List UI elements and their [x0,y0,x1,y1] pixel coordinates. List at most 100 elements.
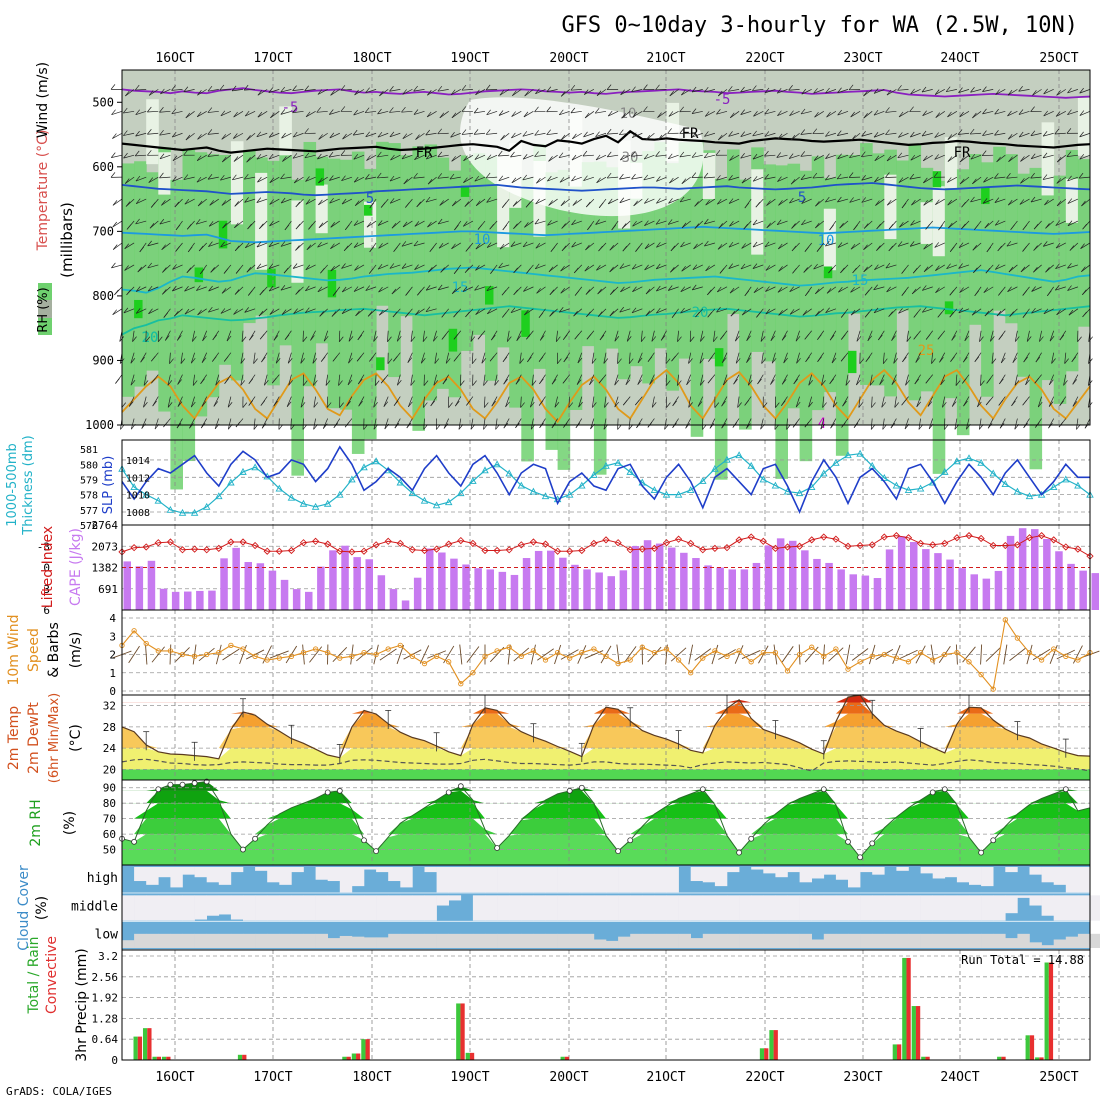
wind-barb-flag [353,154,359,160]
wind-barb [136,198,147,204]
wind-barb [761,352,764,364]
wind-barb [167,374,171,386]
rh2m-point [929,789,936,796]
cape-bar [692,558,700,610]
thickness-point [275,484,284,492]
precip-total-bar [769,1030,774,1060]
wind-barb-flag [611,224,616,231]
wind-barb [729,154,740,161]
wind-barb-flag [414,221,420,227]
wind-barb-flag [373,336,378,342]
rh2m-point [336,787,343,794]
cloud-clear-cell [134,867,147,882]
wind-barb [571,220,582,226]
wind-barb [215,374,220,386]
wind-barb [555,330,558,342]
wind-barb [994,176,1006,179]
cloud-clear-cell [218,933,232,948]
lifted-point [1025,534,1034,542]
cloud-clear-cell [823,867,837,875]
wind-barb [353,154,365,160]
wind-barb-flag [898,132,903,138]
wind-barb-flag [740,153,745,159]
wind-barb [112,132,123,139]
rh2m-tick-label: 90 [103,782,116,795]
wind-barb-flag [559,109,564,116]
precip-axis-label-2: Convective [44,936,60,1014]
cloud-clear-cell [206,933,220,948]
wind-barb-flag [934,89,940,95]
cloud-clear-cell [279,867,292,885]
wind-barb-flag [837,242,843,248]
wind-barb [898,176,909,183]
wind-barb [401,154,413,160]
wind-barb [777,132,788,140]
wind-barb-flag [655,263,661,270]
wind-barb-flag [280,241,286,247]
wind10m-point [264,657,270,663]
wind-barb-flag [378,309,384,316]
thickness-point [856,449,864,457]
wind-barb [172,176,183,182]
wind-barb-flag [805,356,810,363]
cape-bar [1067,563,1075,610]
wind-barb-flag [697,401,703,407]
rh-green-band [739,179,752,430]
wind-barb-flag [1056,156,1062,163]
rh-moist-patch [714,348,724,367]
wind-barb-flag [260,400,266,406]
wind-barb [583,132,595,138]
wind-barb-flag [614,336,620,342]
wind-barb [560,89,570,97]
lifted-point [154,539,162,547]
cloud-clear-cell [521,895,534,921]
lifted-point [904,534,913,542]
rh-moist-patch [823,266,833,279]
wind-barb-flag [852,267,857,274]
cloud-clear-cell [158,933,171,948]
wind-barb [413,89,425,92]
wind-barb-flag [849,152,854,158]
wind-barb-flag [998,334,1004,340]
wind10m-point [325,650,331,656]
wind-barb-flag [950,356,955,362]
cloud-clear-cell [654,933,667,948]
wind-barb-flag [622,399,628,406]
wind-barb-flag [428,266,433,273]
wind-barb [815,220,825,229]
wind-barb-flag [752,241,758,248]
wind-barb-flag [657,134,663,141]
wind-barb [668,198,679,204]
cape-bar [837,569,845,610]
wind-barb [253,418,256,430]
wind-barb [207,132,219,135]
wind-barb-flag [281,309,287,315]
cloud-clear-cell [412,933,425,948]
wind-barb [1042,154,1054,159]
wind-barb [183,176,195,180]
wind-barb-flag [885,262,891,269]
wind-barb-flag [984,310,990,317]
wind-barb-flag [401,106,406,113]
wind-barb-flag [1080,243,1085,249]
wind-barb-flag [681,89,686,96]
wind-barb [800,132,812,135]
wind-barb-flag [1055,111,1061,117]
wind-barb-flag [308,224,313,230]
wind-barb-flag [957,129,963,135]
wind-barb-flag [219,84,225,91]
wind-barb-flag [1077,336,1082,342]
cape-bar [922,549,930,610]
wind-barb [437,176,449,179]
wind-barb [434,352,437,364]
wind-barb [649,374,655,385]
wind-barb [788,89,800,91]
t2m-fill-band [122,695,1090,703]
cape-bar [885,549,894,610]
wind-barb-flag [1042,241,1048,247]
wind-barb-flag [942,402,947,408]
rh-green-band [593,161,607,475]
wind-barb [220,110,232,117]
wind-barb-flag [292,153,298,159]
wind10m-axis-label-3: & Barbs [46,622,62,678]
